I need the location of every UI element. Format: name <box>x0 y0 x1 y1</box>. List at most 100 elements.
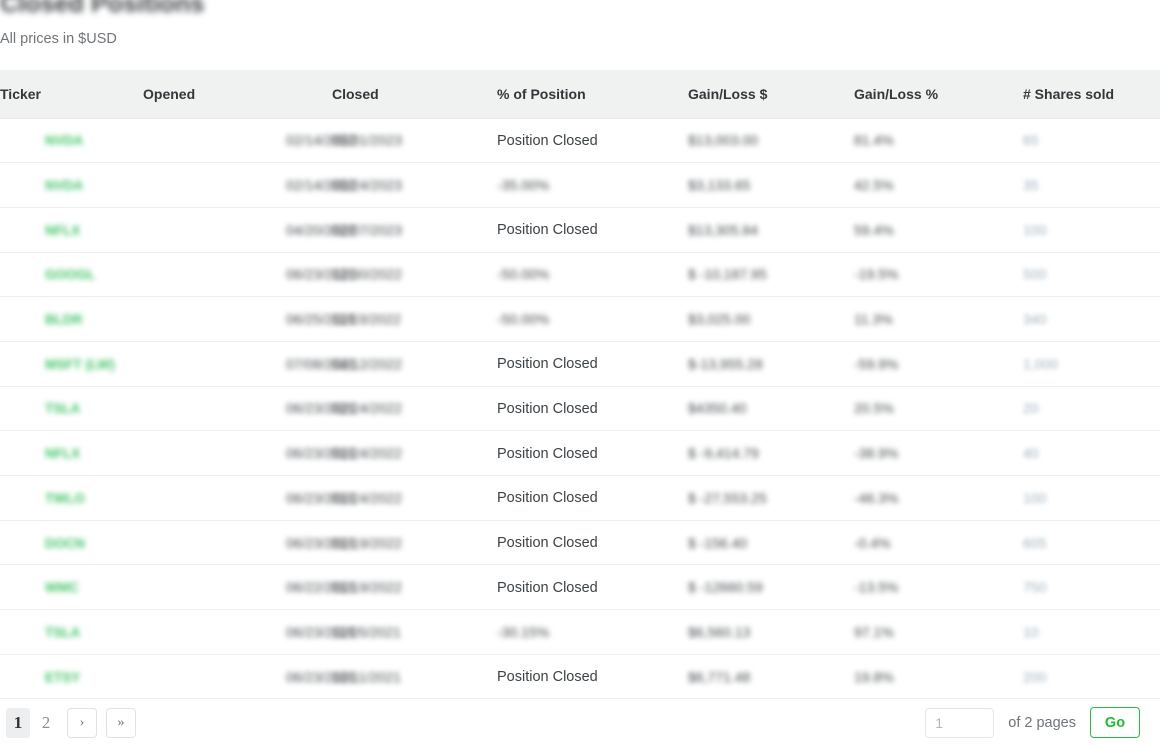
column-header-opened[interactable]: Opened <box>143 70 332 119</box>
table-row[interactable]: TSLA 06/23/2021 02/24/2022 Position Closed $… <box>0 386 1160 432</box>
cell-shares-sold-text: 100 <box>1023 221 1047 238</box>
cell-ticker-text: NVDA <box>45 133 84 149</box>
table-row[interactable]: GOOGL 06/23/2021 12/30/2022 -50.00% $ -10,18… <box>0 252 1160 298</box>
cell-pct-position: -50.00% <box>497 252 688 298</box>
table-row[interactable]: ETSY 06/23/2021 10/11/2021 Position Closed $… <box>0 654 1160 700</box>
cell-gain-loss-pct: -59.9% <box>854 341 1023 387</box>
cell-gain-loss-usd: $13,003.00 <box>688 118 854 164</box>
cell-closed: 04/12/2022 <box>332 341 497 387</box>
cell-ticker: NVDA <box>0 162 143 208</box>
cell-pct-position-text: Position Closed <box>497 222 598 239</box>
cell-closed-text: 01/19/2022 <box>332 579 403 596</box>
table-row[interactable]: NVDA 02/14/2022 05/24/2023 -35.00% $3,133.65… <box>0 162 1160 208</box>
cell-ticker-text: ETSY <box>45 669 81 685</box>
cell-pct-position: Position Closed <box>497 520 688 566</box>
cell-pct-position: -50.00% <box>497 296 688 342</box>
table-row[interactable]: NFLX 04/20/2022 02/07/2023 Position Closed $… <box>0 207 1160 253</box>
cell-ticker-text: NFLX <box>45 446 81 462</box>
cell-opened: 06/23/2021 <box>143 252 356 298</box>
table-row[interactable]: NFLX 06/23/2021 01/24/2022 Position Closed $… <box>0 430 1160 476</box>
cell-gain-loss-usd-text: $ -10,187.95 <box>688 266 767 283</box>
table-row[interactable]: NVDA 02/14/2022 05/31/2023 Position Closed $… <box>0 118 1160 164</box>
pagination-bar: 1 2 › » of 2 pages Go <box>0 700 1160 745</box>
cell-closed: 05/24/2023 <box>332 162 497 208</box>
cell-gain-loss-pct-text: -59.9% <box>854 355 899 372</box>
cell-gain-loss-pct-text: 42.5% <box>854 177 894 194</box>
table-row[interactable]: DOCN 06/23/2021 01/19/2022 Position Closed $… <box>0 520 1160 566</box>
cell-shares-sold: 200 <box>1023 654 1160 700</box>
cell-gain-loss-pct: 59.4% <box>854 207 1023 253</box>
column-header-gain-loss-pct[interactable]: Gain/Loss % <box>854 70 1023 119</box>
table-row[interactable]: WMC 06/22/2021 01/19/2022 Position Closed $ … <box>0 564 1160 611</box>
cell-gain-loss-usd: $4350.40 <box>688 386 854 432</box>
cell-ticker: TSLA <box>0 609 143 655</box>
closed-positions-table-wrap: Ticker Opened Closed % of Position Gain/… <box>0 70 1160 700</box>
table-row[interactable]: MSFT (LW) 07/08/2021 04/12/2022 Position Cl… <box>0 341 1160 387</box>
cell-closed: 01/19/2022 <box>332 564 497 611</box>
pagination-page-2[interactable]: 2 <box>34 708 58 738</box>
cell-pct-position: Position Closed <box>497 207 688 253</box>
column-header-pct-position[interactable]: % of Position <box>497 70 688 119</box>
cell-shares-sold-text: 20 <box>1023 400 1039 417</box>
pagination-pages: 1 2 › » <box>0 707 136 738</box>
cell-gain-loss-usd: $ -156.40 <box>688 520 854 566</box>
go-button[interactable]: Go <box>1090 707 1140 738</box>
cell-pct-position-text: Position Closed <box>497 356 598 373</box>
cell-ticker: BLDR <box>0 296 143 342</box>
cell-opened: 06/23/2021 <box>143 430 356 476</box>
cell-gain-loss-pct: 19.8% <box>854 654 1023 700</box>
cell-closed: 01/24/2022 <box>332 475 497 521</box>
pagination-next-button[interactable]: › <box>67 707 97 738</box>
cell-gain-loss-pct: -38.9% <box>854 430 1023 476</box>
cell-opened: 06/23/2021 <box>143 386 356 432</box>
cell-closed-text: 10/11/2021 <box>332 668 402 685</box>
cell-opened-text: 06/23/2021 <box>286 266 357 283</box>
cell-gain-loss-usd: $-13,955.28 <box>688 341 854 387</box>
cell-closed-text: 12/30/2022 <box>332 266 403 283</box>
cell-opened-text: 06/23/2021 <box>286 668 357 685</box>
page-header: Closed Positions All prices in $USD <box>0 0 1160 70</box>
cell-ticker-text: GOOGL <box>45 267 96 283</box>
cell-gain-loss-pct-text: 97.1% <box>854 623 894 640</box>
cell-gain-loss-usd: $6,560.13 <box>688 609 854 655</box>
table-head: Ticker Opened Closed % of Position Gain/… <box>0 70 1160 119</box>
cell-ticker-text: DOCN <box>45 535 85 551</box>
cell-ticker: ETSY <box>0 654 143 700</box>
column-header-closed[interactable]: Closed <box>332 70 497 119</box>
cell-ticker-text: MSFT (LW) <box>45 356 115 372</box>
cell-opened: 04/20/2022 <box>143 207 356 253</box>
cell-shares-sold: 605 <box>1023 520 1160 566</box>
column-header-gain-loss-usd[interactable]: Gain/Loss $ <box>688 70 854 119</box>
cell-gain-loss-usd: $ -10,187.95 <box>688 252 854 298</box>
cell-pct-position-text: -50.00% <box>497 266 550 283</box>
pagination-last-button[interactable]: » <box>106 707 136 738</box>
cell-gain-loss-pct: -0.4% <box>854 520 1023 566</box>
cell-closed: 01/24/2022 <box>332 430 497 476</box>
cell-closed: 05/31/2023 <box>332 118 497 164</box>
cell-ticker: WMC <box>0 564 143 611</box>
cell-shares-sold: 500 <box>1023 252 1160 298</box>
cell-shares-sold: 65 <box>1023 118 1160 164</box>
cell-opened: 02/14/2022 <box>143 162 356 208</box>
cell-pct-position: Position Closed <box>497 118 688 164</box>
cell-pct-position-text: Position Closed <box>497 490 598 507</box>
cell-closed-text: 02/07/2023 <box>332 221 403 238</box>
cell-ticker-text: TWLO <box>45 490 85 506</box>
cell-shares-sold-text: 500 <box>1023 266 1047 283</box>
cell-gain-loss-pct: -46.3% <box>854 475 1023 521</box>
cell-ticker: DOCN <box>0 520 143 566</box>
cell-pct-position-text: Position Closed <box>497 669 598 686</box>
cell-gain-loss-usd-text: $3,133.65 <box>688 177 751 194</box>
cell-pct-position-text: -50.00% <box>497 311 550 328</box>
cell-shares-sold: 10 <box>1023 609 1160 655</box>
column-header-ticker[interactable]: Ticker <box>0 70 143 119</box>
table-row[interactable]: TSLA 06/23/2021 11/05/2021 -30.15% $6,560.13… <box>0 609 1160 655</box>
page-number-input[interactable] <box>925 707 995 738</box>
cell-pct-position-text: Position Closed <box>497 579 598 596</box>
table-row[interactable]: BLDR 06/25/2021 11/03/2022 -50.00% $3,025.00… <box>0 296 1160 342</box>
cell-gain-loss-usd: $13,305.84 <box>688 207 854 253</box>
table-row[interactable]: TWLO 06/23/2021 01/24/2022 Position Closed $… <box>0 475 1160 521</box>
column-header-shares-sold[interactable]: # Shares sold <box>1023 70 1160 119</box>
pagination-page-1[interactable]: 1 <box>6 707 30 738</box>
cell-opened: 06/23/2021 <box>143 609 356 655</box>
